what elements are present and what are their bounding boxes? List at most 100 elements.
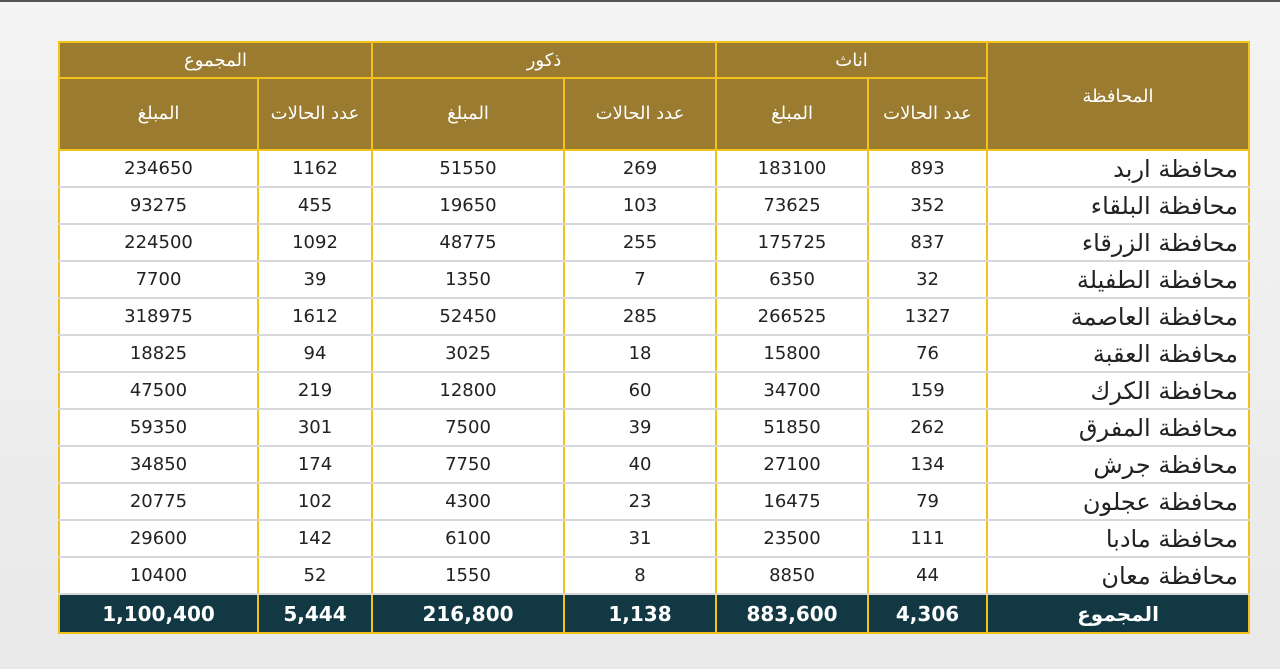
value-cell: 29600 <box>58 519 259 558</box>
value-cell: 48775 <box>370 223 566 262</box>
value-cell: 175725 <box>715 223 870 262</box>
value-cell: 1350 <box>370 260 566 299</box>
value-cell: 52 <box>257 556 373 595</box>
data-row: محافظة الكرك 159 34700 60 12800 219 47500 <box>58 371 1251 410</box>
value-cell: 20775 <box>58 482 259 521</box>
value-cell: 1092 <box>257 223 373 262</box>
value-cell: 111 <box>867 519 989 558</box>
value-cell: 102 <box>257 482 373 521</box>
value-cell: 73625 <box>715 186 870 225</box>
value-cell: 142 <box>257 519 373 558</box>
value-cell: 1162 <box>257 149 373 188</box>
value-cell: 8850 <box>715 556 870 595</box>
value-cell: 266525 <box>715 297 870 336</box>
data-row: محافظة المفرق 262 51850 39 7500 301 59350 <box>58 408 1251 447</box>
total-row: المجموع 4,306 883,600 1,138 216,800 5,444 1,10… <box>58 593 1251 634</box>
value-cell: 47500 <box>58 371 259 410</box>
data-row: محافظة اربد 893 183100 269 51550 1162 234650 <box>58 149 1251 188</box>
value-cell: 159 <box>867 371 989 410</box>
value-cell: 76 <box>867 334 989 373</box>
value-cell: 23500 <box>715 519 870 558</box>
value-cell: 6350 <box>715 260 870 299</box>
subheader-cell: المبلغ <box>370 77 566 151</box>
header-cell: المجموع <box>58 41 373 79</box>
value-cell: 3025 <box>370 334 566 373</box>
value-cell: 7700 <box>58 260 259 299</box>
value-cell: 44 <box>867 556 989 595</box>
governorate-cell: محافظة البلقاء <box>986 186 1251 225</box>
governorate-cell: محافظة المفرق <box>986 408 1251 447</box>
value-cell: 224500 <box>58 223 259 262</box>
governorate-cell: محافظة العاصمة <box>986 297 1251 336</box>
value-cell: 40 <box>563 445 718 484</box>
value-cell: 234650 <box>58 149 259 188</box>
value-cell: 7750 <box>370 445 566 484</box>
value-cell: 34850 <box>58 445 259 484</box>
value-cell: 893 <box>867 149 989 188</box>
value-cell: 285 <box>563 297 718 336</box>
value-cell: 19650 <box>370 186 566 225</box>
value-cell: 103 <box>563 186 718 225</box>
value-cell: 51550 <box>370 149 566 188</box>
value-cell: 262 <box>867 408 989 447</box>
header-cell: المحافظة <box>986 41 1251 151</box>
value-cell: 18 <box>563 334 718 373</box>
value-cell: 269 <box>563 149 718 188</box>
governorate-cell: محافظة الكرك <box>986 371 1251 410</box>
value-cell: 455 <box>257 186 373 225</box>
governorate-cell: محافظة الزرقاء <box>986 223 1251 262</box>
value-cell: 1327 <box>867 297 989 336</box>
value-cell: 15800 <box>715 334 870 373</box>
header-cell: اناث <box>715 41 989 79</box>
value-cell: 34700 <box>715 371 870 410</box>
value-cell: 6100 <box>370 519 566 558</box>
governorate-cell: محافظة الطفيلة <box>986 260 1251 299</box>
value-cell: 31 <box>563 519 718 558</box>
table-body: محافظة اربد 893 183100 269 51550 1162 234650 مح… <box>58 149 1251 634</box>
data-row: محافظة الزرقاء 837 175725 255 48775 1092 22450… <box>58 223 1251 262</box>
value-cell: 39 <box>563 408 718 447</box>
value-cell: 16475 <box>715 482 870 521</box>
value-cell: 352 <box>867 186 989 225</box>
value-cell: 255 <box>563 223 718 262</box>
value-cell: 8 <box>563 556 718 595</box>
value-cell: 12800 <box>370 371 566 410</box>
data-row: محافظة جرش 134 27100 40 7750 174 34850 <box>58 445 1251 484</box>
value-cell: 219 <box>257 371 373 410</box>
governorate-cell: محافظة اربد <box>986 149 1251 188</box>
governorate-cell: محافظة جرش <box>986 445 1251 484</box>
value-cell: 4300 <box>370 482 566 521</box>
value-cell: 301 <box>257 408 373 447</box>
total-cell: 883,600 <box>715 593 870 634</box>
top-line <box>0 0 1280 2</box>
value-cell: 39 <box>257 260 373 299</box>
value-cell: 1550 <box>370 556 566 595</box>
value-cell: 51850 <box>715 408 870 447</box>
total-cell: 4,306 <box>867 593 989 634</box>
value-cell: 7 <box>563 260 718 299</box>
governorate-cell: محافظة مادبا <box>986 519 1251 558</box>
value-cell: 837 <box>867 223 989 262</box>
value-cell: 94 <box>257 334 373 373</box>
data-row: محافظة العقبة 76 15800 18 3025 94 18825 <box>58 334 1251 373</box>
value-cell: 10400 <box>58 556 259 595</box>
data-row: محافظة العاصمة 1327 266525 285 52450 1612 3189… <box>58 297 1251 336</box>
data-row: محافظة مادبا 111 23500 31 6100 142 29600 <box>58 519 1251 558</box>
total-cell: المجموع <box>986 593 1251 634</box>
total-cell: 1,100,400 <box>58 593 259 634</box>
governorate-cell: محافظة العقبة <box>986 334 1251 373</box>
value-cell: 59350 <box>58 408 259 447</box>
data-row: محافظة عجلون 79 16475 23 4300 102 20775 <box>58 482 1251 521</box>
data-row: محافظة معان 44 8850 8 1550 52 10400 <box>58 556 1251 595</box>
value-cell: 318975 <box>58 297 259 336</box>
total-cell: 1,138 <box>563 593 718 634</box>
subheader-cell: المبلغ <box>715 77 870 151</box>
data-row: محافظة الطفيلة 32 6350 7 1350 39 7700 <box>58 260 1251 299</box>
value-cell: 18825 <box>58 334 259 373</box>
cases-table: المحافظة اناث ذكور المجموع عدد الحالات ا… <box>58 41 1251 634</box>
subheader-row: عدد الحالات المبلغ عدد الحالات المبلغ عد… <box>58 77 1249 151</box>
governorate-cell: محافظة عجلون <box>986 482 1251 521</box>
value-cell: 1612 <box>257 297 373 336</box>
total-cell: 216,800 <box>370 593 566 634</box>
governorate-cell: محافظة معان <box>986 556 1251 595</box>
